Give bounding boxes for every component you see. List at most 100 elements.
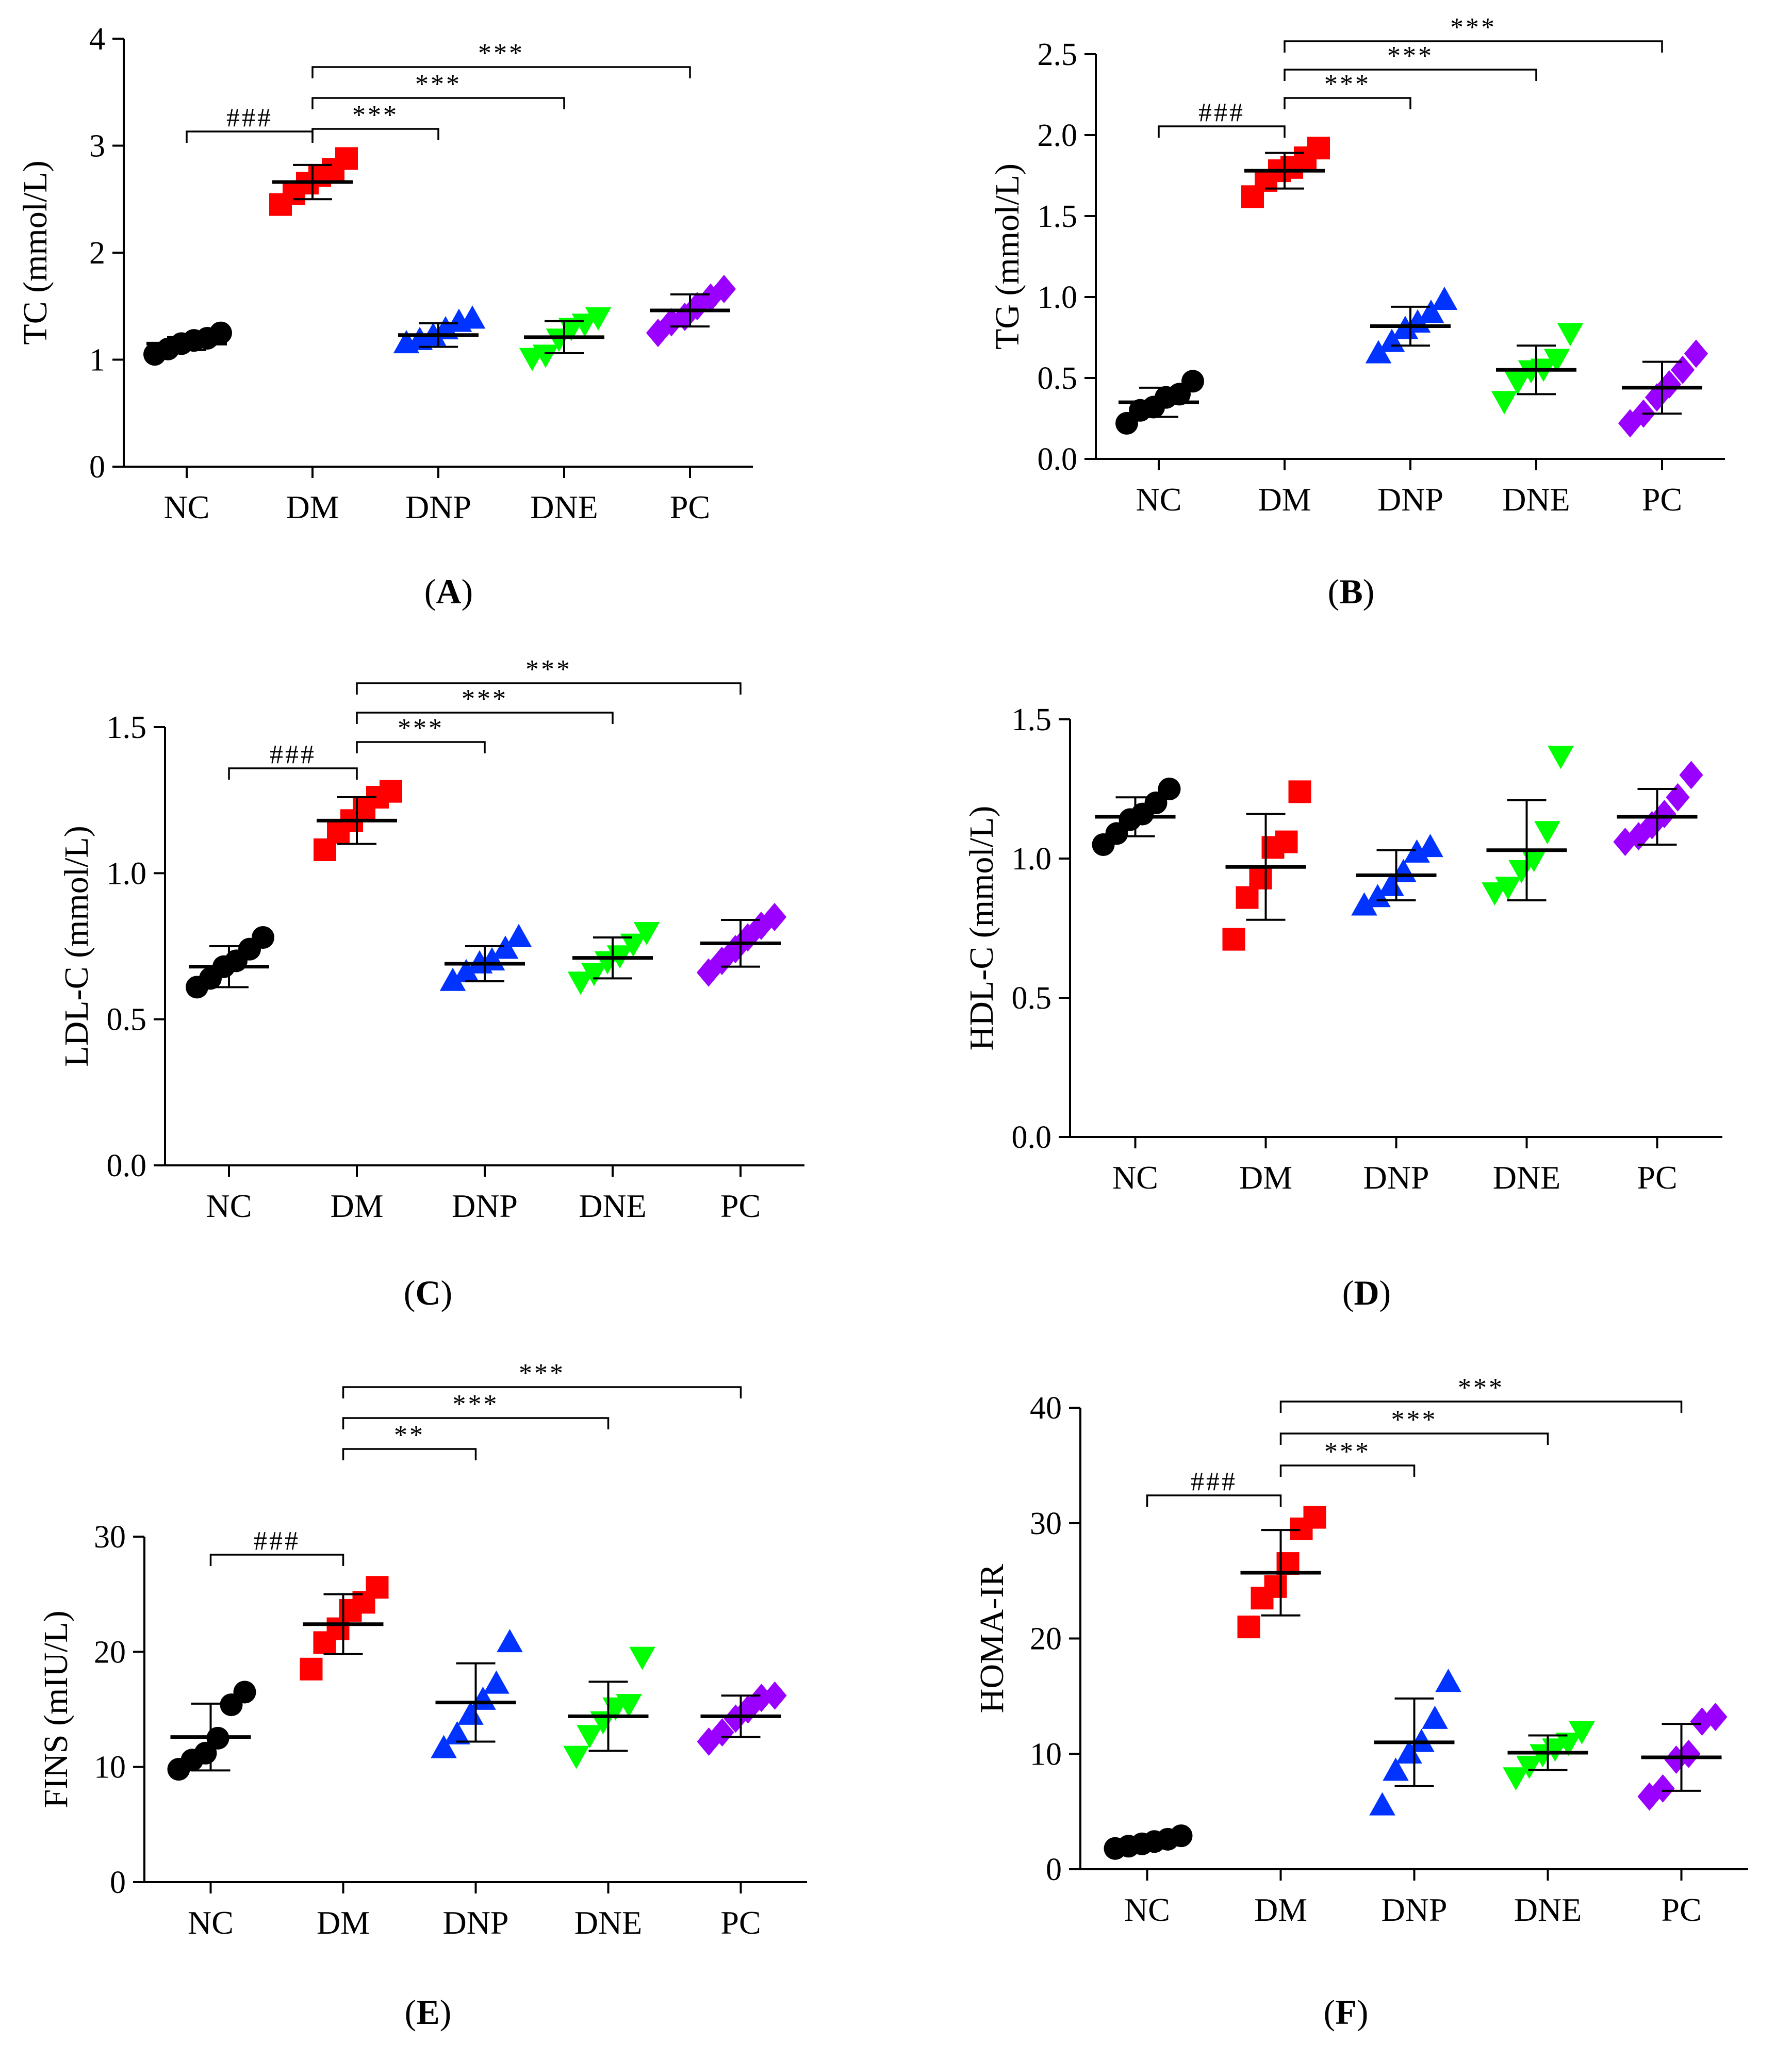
x-tick-label-dne: DNE bbox=[530, 489, 598, 525]
data-point bbox=[444, 1721, 470, 1744]
series-nc bbox=[186, 926, 274, 999]
x-tick-label-dm: DM bbox=[1239, 1159, 1292, 1196]
series-nc bbox=[167, 1681, 256, 1781]
bracket-line bbox=[342, 1417, 610, 1429]
data-point bbox=[724, 1704, 748, 1733]
significance-bracket: *** bbox=[356, 684, 614, 724]
x-tick-label-pc: PC bbox=[1661, 1891, 1701, 1928]
significance-label: *** bbox=[525, 655, 572, 684]
data-point bbox=[1543, 349, 1570, 372]
y-tick-label: 3 bbox=[89, 129, 105, 164]
data-point bbox=[1652, 800, 1676, 829]
significance-bracket: *** bbox=[311, 39, 691, 78]
data-point bbox=[483, 1670, 509, 1694]
x-tick-label-dne: DNE bbox=[574, 1904, 643, 1941]
data-point bbox=[567, 971, 594, 995]
x-tick-label-dnp: DNP bbox=[1363, 1159, 1429, 1196]
significance-label: *** bbox=[453, 1390, 499, 1419]
bracket-line bbox=[1284, 97, 1411, 109]
significance-label: *** bbox=[1458, 1373, 1504, 1403]
data-point bbox=[1657, 370, 1682, 399]
x-tick-label-pc: PC bbox=[1637, 1159, 1677, 1196]
data-point bbox=[209, 321, 232, 344]
x-tick-label-dnp: DNP bbox=[1377, 481, 1443, 518]
data-point bbox=[233, 1681, 256, 1704]
data-point bbox=[1651, 1774, 1675, 1803]
series-dnp bbox=[439, 924, 532, 991]
significance-label: *** bbox=[1387, 41, 1434, 71]
data-point bbox=[1555, 1733, 1582, 1756]
data-point bbox=[585, 307, 612, 331]
x-tick-label-dnp: DNP bbox=[452, 1188, 518, 1224]
y-tick-label: 0 bbox=[1046, 1852, 1062, 1887]
significance-bracket: *** bbox=[311, 70, 565, 109]
series-pc bbox=[697, 1681, 787, 1756]
significance-label: *** bbox=[462, 684, 508, 714]
significance-bracket: *** bbox=[1284, 13, 1663, 53]
data-point bbox=[252, 926, 274, 949]
x-tick-label-nc: NC bbox=[1136, 481, 1182, 518]
data-point bbox=[1307, 137, 1330, 160]
data-point bbox=[1383, 1757, 1409, 1781]
data-point bbox=[1275, 830, 1298, 853]
data-point bbox=[577, 1725, 603, 1749]
data-point bbox=[1435, 1669, 1461, 1692]
significance-label: *** bbox=[519, 1359, 565, 1388]
data-point bbox=[736, 1695, 760, 1724]
significance-bracket: *** bbox=[342, 1359, 742, 1398]
series-dne bbox=[1503, 1721, 1595, 1791]
data-point bbox=[457, 1701, 484, 1725]
series-nc bbox=[1115, 370, 1204, 435]
significance-label: *** bbox=[398, 714, 444, 743]
series-dnp bbox=[1369, 1669, 1461, 1816]
significance-bracket: *** bbox=[1279, 1437, 1416, 1477]
bracket-line bbox=[342, 1386, 742, 1398]
y-tick-label: 1 bbox=[89, 343, 105, 378]
data-point bbox=[1249, 866, 1272, 890]
bracket-line bbox=[186, 130, 314, 143]
significance-bracket: ** bbox=[342, 1421, 477, 1460]
y-tick-label: 1.5 bbox=[107, 710, 147, 745]
bracket-line bbox=[356, 682, 742, 695]
data-point bbox=[1365, 340, 1392, 364]
significance-bracket: ### bbox=[209, 1526, 344, 1566]
y-tick-label: 30 bbox=[94, 1520, 126, 1555]
series-dm bbox=[300, 1576, 389, 1681]
significance-bracket: ### bbox=[186, 103, 314, 143]
bracket-line bbox=[342, 1448, 477, 1460]
panel-label: (A) bbox=[424, 572, 473, 611]
x-tick-label-dnp: DNP bbox=[405, 489, 471, 525]
chart-panel-b: 0.0 0.5 1.0 1.5 2.0 2.5 NC DM DNP DNE PC TG (mmol/L… bbox=[989, 13, 1725, 611]
chart-panel-c: 0.0 0.5 1.0 1.5 NC DM DNP DNE PC LDL-C (mmol/L) ##… bbox=[58, 655, 804, 1312]
significance-bracket: *** bbox=[1284, 70, 1411, 109]
series-dm bbox=[1222, 780, 1311, 951]
bracket-line bbox=[1279, 1432, 1549, 1445]
significance-label: *** bbox=[352, 101, 399, 130]
significance-bracket: *** bbox=[1284, 41, 1537, 81]
significance-bracket: *** bbox=[356, 714, 486, 753]
significance-bracket: ### bbox=[228, 740, 358, 780]
series-pc bbox=[1618, 339, 1708, 438]
significance-bracket: ### bbox=[1158, 98, 1286, 138]
data-point bbox=[1418, 300, 1444, 323]
data-point bbox=[1503, 1767, 1529, 1791]
data-point bbox=[1548, 746, 1574, 769]
y-tick-label: 20 bbox=[94, 1635, 126, 1670]
significance-bracket: *** bbox=[342, 1390, 610, 1429]
data-point bbox=[696, 958, 721, 987]
y-tick-label: 1.0 bbox=[1012, 842, 1052, 877]
data-point bbox=[505, 924, 532, 947]
bracket-line bbox=[356, 741, 486, 753]
data-point bbox=[546, 328, 572, 352]
data-point bbox=[710, 1718, 734, 1747]
series-pc bbox=[1613, 761, 1703, 856]
y-tick-label: 2.5 bbox=[1038, 37, 1078, 72]
data-point bbox=[620, 933, 647, 957]
significance-label: *** bbox=[1450, 13, 1497, 42]
chart-panel-a: 0 1 2 3 4 NC DM DNP DNE PC TC (mmol/L) ### *** *** ***… bbox=[17, 22, 753, 611]
bracket-line bbox=[1284, 40, 1663, 53]
significance-label: *** bbox=[478, 39, 524, 68]
series-dnp bbox=[431, 1629, 523, 1758]
